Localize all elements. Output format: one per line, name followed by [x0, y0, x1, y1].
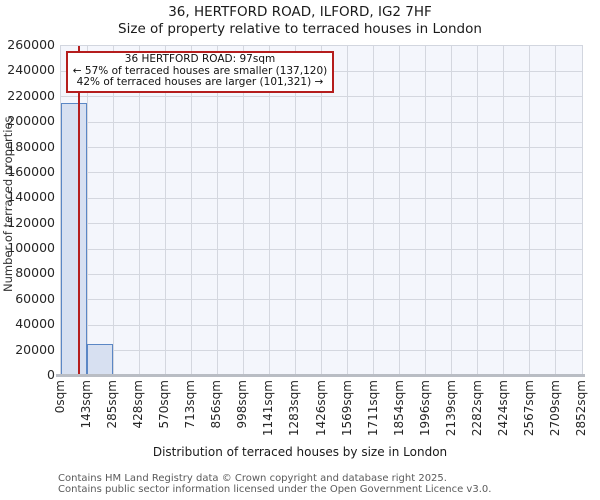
x-tick-label: 713sqm — [183, 380, 198, 429]
x-gridline — [112, 46, 114, 376]
x-axis-line — [56, 374, 585, 377]
x-tick-label: 285sqm — [105, 380, 120, 429]
x-tick-label: 570sqm — [157, 380, 172, 429]
x-tick-label: 1569sqm — [339, 380, 354, 437]
x-axis-label: Distribution of terraced houses by size … — [152, 445, 448, 459]
histogram-bar — [61, 103, 88, 376]
x-tick-label: 856sqm — [209, 380, 224, 429]
x-tick-label: 2282sqm — [469, 380, 484, 437]
footer-licence: Contains public sector information licen… — [58, 484, 492, 495]
x-gridline — [373, 46, 375, 376]
x-tick-label: 2424sqm — [495, 380, 510, 437]
x-gridline — [242, 46, 244, 376]
x-gridline — [347, 46, 349, 376]
y-tick-label: 20000 — [15, 341, 55, 357]
y-tick-label: 80000 — [15, 265, 55, 281]
y-tick-label: 40000 — [15, 316, 55, 332]
x-gridline — [138, 46, 140, 376]
x-tick-label: 2139sqm — [443, 380, 458, 437]
x-tick-label: 428sqm — [131, 380, 146, 429]
x-gridline — [425, 46, 427, 376]
plot-area — [60, 45, 583, 377]
annotation-property-size: 36 HERTFORD ROAD: 97sqm — [124, 53, 276, 65]
x-tick-label: 1141sqm — [261, 380, 276, 437]
x-gridline — [451, 46, 453, 376]
annotation-smaller-share: ← 57% of terraced houses are smaller (13… — [72, 64, 328, 77]
y-tick-label: 0 — [47, 367, 55, 382]
annotation-larger-share: 42% of terraced houses are larger (101,3… — [76, 76, 324, 88]
x-gridline — [399, 46, 401, 376]
x-tick-label: 2709sqm — [547, 380, 562, 437]
footer-copyright: Contains HM Land Registry data © Crown c… — [58, 473, 447, 484]
x-tick-label: 0sqm — [53, 380, 67, 414]
x-tick-label: 2852sqm — [574, 380, 588, 437]
y-tick-label: 200000 — [7, 113, 55, 129]
x-gridline — [321, 46, 322, 376]
x-gridline — [164, 46, 166, 376]
y-tick-label: 60000 — [15, 290, 55, 306]
x-gridline — [555, 46, 557, 376]
y-tick-label: 100000 — [7, 240, 55, 256]
y-tick-label: 180000 — [7, 138, 55, 154]
x-tick-label: 1996sqm — [417, 380, 432, 437]
x-gridline — [86, 46, 88, 376]
chart-title: 36, HERTFORD ROAD, ILFORD, IG2 7HF — [168, 4, 432, 20]
annotation-box: 36 HERTFORD ROAD: 97sqm ← 57% of terrace… — [66, 51, 334, 93]
x-tick-label: 1711sqm — [365, 380, 380, 437]
x-tick-label: 143sqm — [79, 380, 94, 429]
x-gridline — [268, 46, 270, 376]
y-tick-label: 220000 — [7, 87, 55, 103]
y-tick-label: 240000 — [7, 62, 55, 78]
property-size-marker-line — [77, 46, 80, 376]
x-tick-label: 1283sqm — [287, 380, 302, 437]
x-gridline — [477, 46, 479, 376]
x-gridline — [294, 46, 296, 376]
chart-subtitle: Size of property relative to terraced ho… — [118, 21, 482, 37]
histogram-bar — [87, 344, 114, 376]
y-tick-label: 140000 — [7, 189, 55, 205]
x-gridline — [503, 46, 505, 376]
x-gridline — [190, 46, 192, 376]
y-tick-label: 120000 — [7, 214, 55, 230]
x-gridline — [529, 46, 531, 376]
y-tick-label: 160000 — [7, 163, 55, 179]
x-tick-label: 1854sqm — [391, 380, 406, 437]
y-tick-label: 260000 — [7, 37, 55, 52]
x-tick-label: 2567sqm — [521, 380, 536, 437]
x-tick-label: 1426sqm — [313, 380, 328, 437]
x-gridline — [216, 46, 218, 376]
x-tick-label: 998sqm — [235, 380, 250, 429]
